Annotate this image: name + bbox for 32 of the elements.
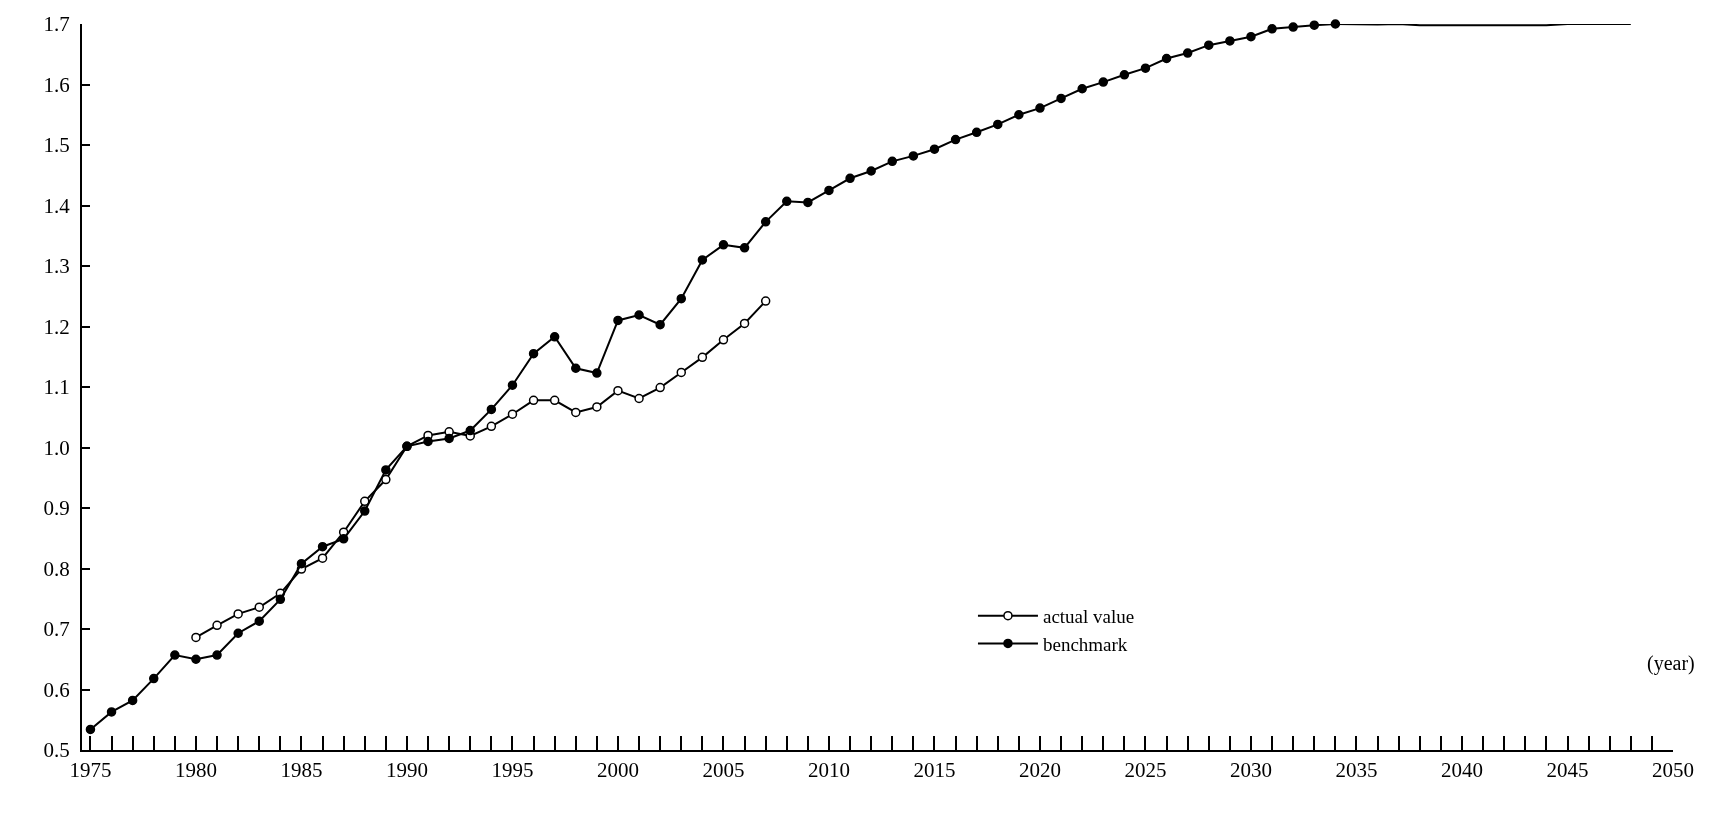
- y-tick-label: 0.8: [43, 556, 70, 581]
- x-tick-label: 1990: [385, 758, 428, 783]
- x-tick-label: 1975: [69, 758, 112, 783]
- y-tick-label: 1.0: [43, 435, 70, 460]
- x-tick-label: 2040: [1440, 758, 1483, 783]
- y-tick-label: 0.9: [43, 496, 70, 521]
- x-tick-label: 1985: [280, 758, 323, 783]
- y-tick-label: 1.3: [43, 254, 70, 279]
- x-tick-label: 2045: [1546, 758, 1589, 783]
- x-tick-label: 2010: [807, 758, 850, 783]
- x-tick-label: 1980: [174, 758, 217, 783]
- x-tick-label: 2025: [1124, 758, 1167, 783]
- x-tick-label: 2050: [1652, 758, 1694, 783]
- x-axis-title: (year): [1647, 652, 1695, 675]
- legend-label: actual value: [1042, 606, 1135, 628]
- y-tick-label: 1.6: [43, 72, 70, 97]
- y-tick-label: 0.5: [43, 738, 70, 763]
- y-tick-label: 1.5: [43, 133, 70, 158]
- x-tick-label: 2020: [1018, 758, 1061, 783]
- x-tick-label: 1995: [491, 758, 534, 783]
- x-tick-label: 2005: [702, 758, 745, 783]
- x-tick-label: 2000: [596, 758, 639, 783]
- x-tick-label: 2035: [1335, 758, 1378, 783]
- y-tick-label: 1.4: [43, 193, 71, 218]
- y-tick-label: 0.7: [43, 617, 70, 642]
- legend-label: benchmark: [1042, 633, 1128, 655]
- y-tick-label: 1.2: [43, 314, 70, 339]
- y-tick-label: 1.7: [43, 12, 70, 37]
- y-tick-label: 1.1: [43, 375, 70, 400]
- x-tick-label: 2030: [1229, 758, 1272, 783]
- x-tick-label: 2015: [913, 758, 956, 783]
- y-tick-label: 0.6: [43, 677, 70, 702]
